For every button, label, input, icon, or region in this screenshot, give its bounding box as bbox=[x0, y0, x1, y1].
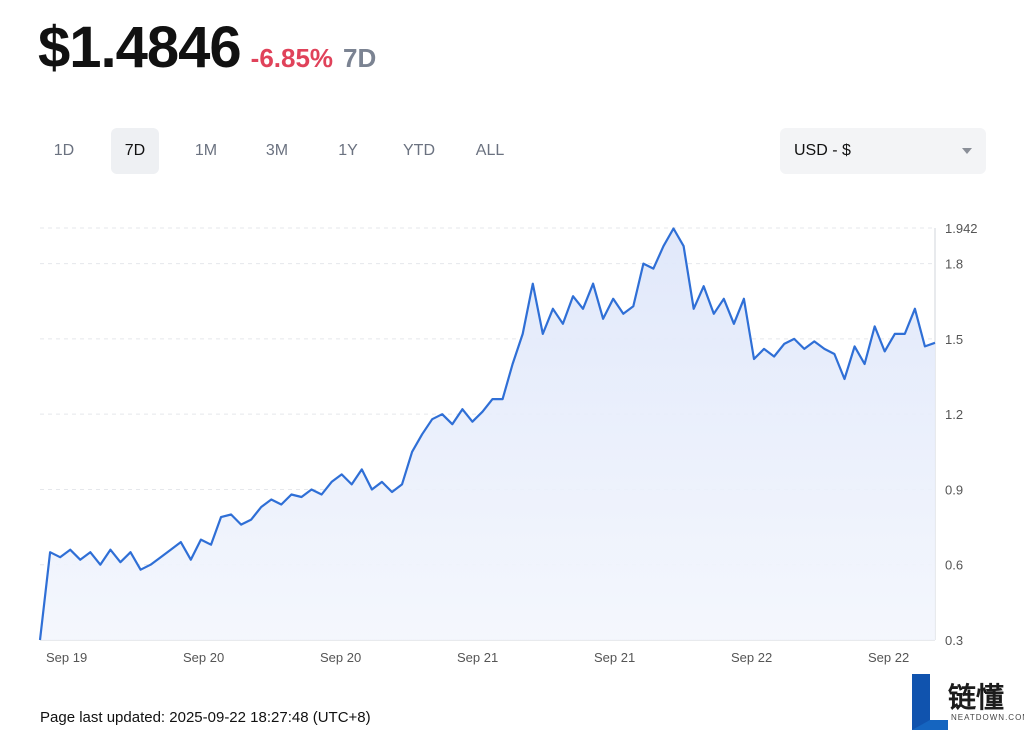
current-price: $1.4846 bbox=[38, 15, 242, 80]
series-line bbox=[38, 227, 936, 641]
x-tick-label: Sep 20 bbox=[183, 650, 224, 665]
price-change: -6.85% bbox=[250, 43, 334, 73]
price-header: $1.4846 -6.85% 7D bbox=[38, 14, 376, 81]
change-period: 7D bbox=[343, 43, 377, 73]
currency-select-value: USD - $ bbox=[794, 142, 851, 159]
x-tick-label: Sep 20 bbox=[320, 650, 361, 665]
range-tab-1m[interactable]: 1M bbox=[194, 142, 218, 159]
range-tabs: 1D 7D 1M 3M 1Y YTD ALL bbox=[40, 128, 537, 174]
currency-select[interactable]: USD - $ bbox=[780, 128, 986, 174]
range-tab-1d[interactable]: 1D bbox=[53, 142, 75, 159]
range-tab-ytd[interactable]: YTD bbox=[403, 142, 435, 159]
x-tick-label: Sep 21 bbox=[594, 650, 635, 665]
x-tick-label: Sep 21 bbox=[457, 650, 498, 665]
logo-text: 链懂 bbox=[948, 681, 1005, 714]
x-tick-label: Sep 22 bbox=[731, 650, 772, 665]
y-tick-label: 0.3 bbox=[945, 633, 963, 648]
y-tick-label: 0.6 bbox=[945, 558, 963, 573]
range-tab-3m[interactable]: 3M bbox=[265, 142, 289, 159]
range-tab-1y[interactable]: 1Y bbox=[338, 142, 358, 159]
x-tick-label: Sep 22 bbox=[868, 650, 909, 665]
y-tick-label: 1.2 bbox=[945, 407, 963, 422]
x-tick-label: Sep 19 bbox=[46, 650, 87, 665]
chevron-down-icon bbox=[962, 148, 972, 154]
logo-subtext: NEATDOWN.COM bbox=[951, 713, 1024, 722]
range-tab-7d[interactable]: 7D bbox=[111, 128, 159, 174]
y-tick-label: 0.9 bbox=[945, 482, 963, 497]
series-area bbox=[40, 228, 935, 640]
last-updated-text: Page last updated: 2025-09-22 18:27:48 (… bbox=[40, 709, 371, 726]
y-tick-label: 1.8 bbox=[945, 257, 963, 272]
y-tick-label: 1.942 bbox=[945, 221, 978, 236]
range-tab-all[interactable]: ALL bbox=[475, 142, 505, 159]
site-logo bbox=[912, 674, 948, 730]
y-tick-label: 1.5 bbox=[945, 332, 963, 347]
